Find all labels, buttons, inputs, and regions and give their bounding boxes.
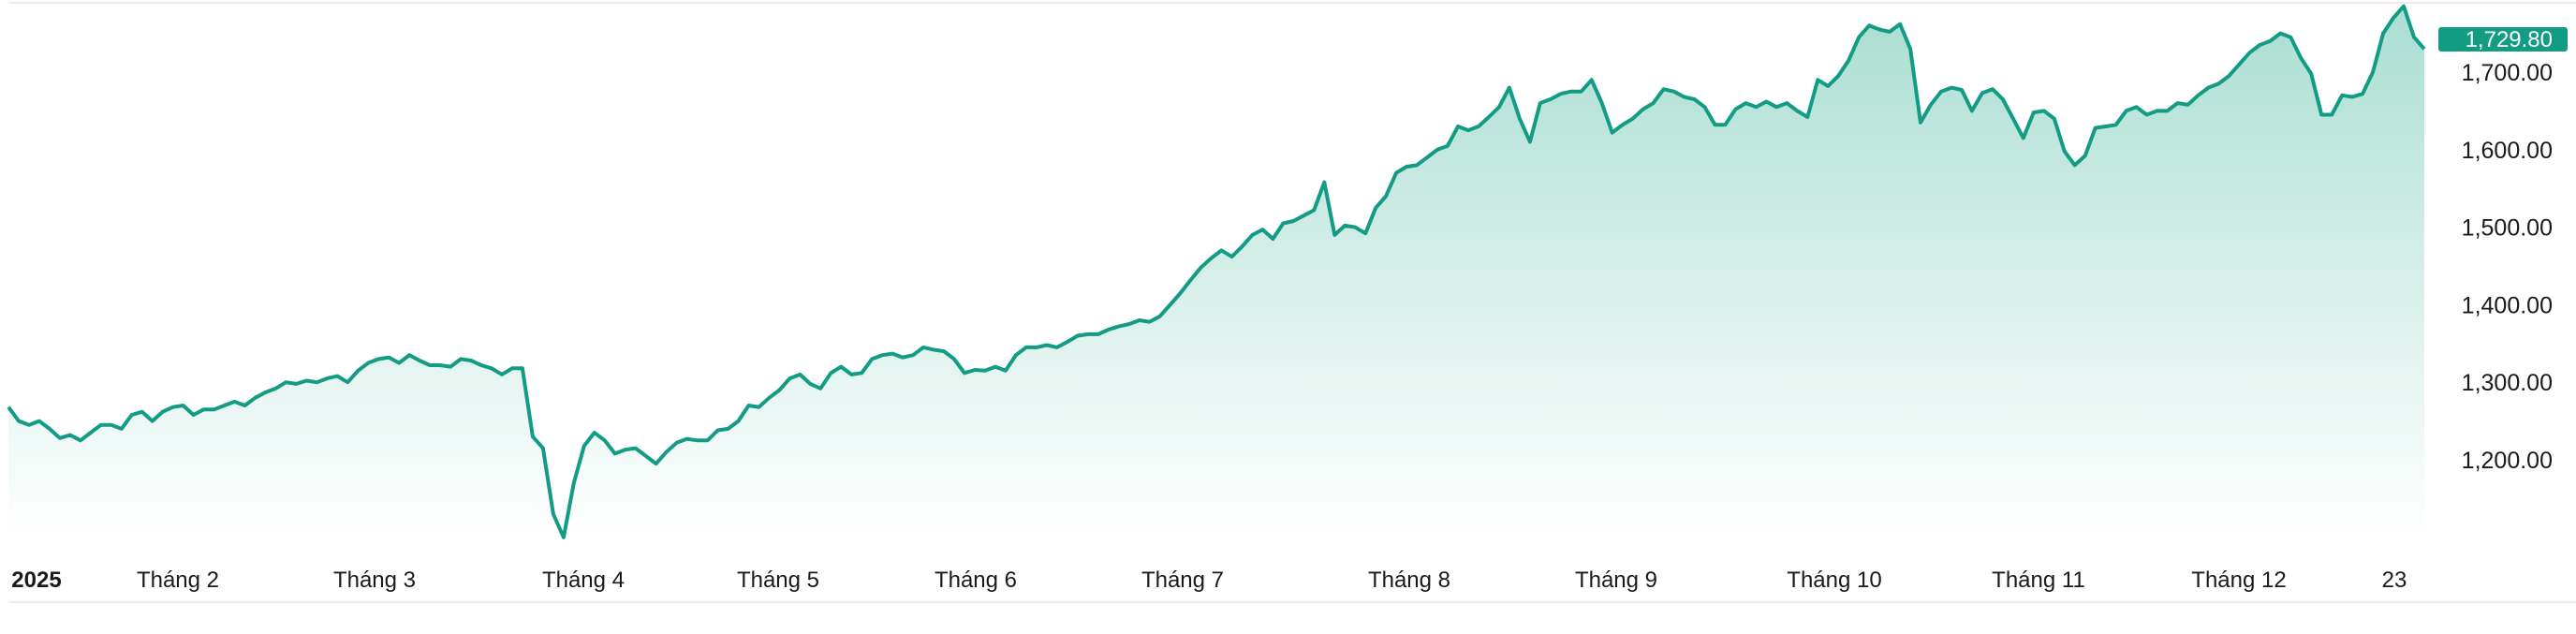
x-tick-label: Tháng 4: [542, 568, 625, 593]
y-tick-label: 1,600.00: [2462, 138, 2553, 164]
x-tick-label: Tháng 3: [333, 568, 416, 593]
x-tick-label: Tháng 7: [1141, 568, 1224, 593]
last-value-badge-bg: [2438, 27, 2568, 52]
x-tick-label: Tháng 8: [1368, 568, 1450, 593]
x-tick-label: 23: [2382, 568, 2407, 593]
x-tick-label: Tháng 2: [137, 568, 219, 593]
y-tick-label: 1,300.00: [2462, 370, 2553, 396]
x-tick-label: Tháng 9: [1575, 568, 1657, 593]
x-tick-label: Tháng 6: [935, 568, 1017, 593]
y-tick-label: 1,200.00: [2462, 448, 2553, 474]
y-tick-label: 1,700.00: [2462, 60, 2553, 86]
y-tick-label: 1,400.00: [2462, 292, 2553, 318]
x-tick-label: Tháng 12: [2191, 568, 2286, 593]
price-line[interactable]: [7, 4, 2426, 539]
last-value-label: 1,729.80: [2466, 27, 2553, 52]
x-tick-label: Tháng 5: [737, 568, 819, 593]
last-value-badge: 1,729.80: [2438, 27, 2568, 52]
x-tick-label: Tháng 10: [1787, 568, 1881, 593]
y-tick-label: 1,500.00: [2462, 215, 2553, 242]
area-fill: [8, 6, 2424, 538]
x-tick-label: Tháng 11: [1992, 568, 2085, 593]
x-tick-label: 2025: [11, 568, 61, 593]
